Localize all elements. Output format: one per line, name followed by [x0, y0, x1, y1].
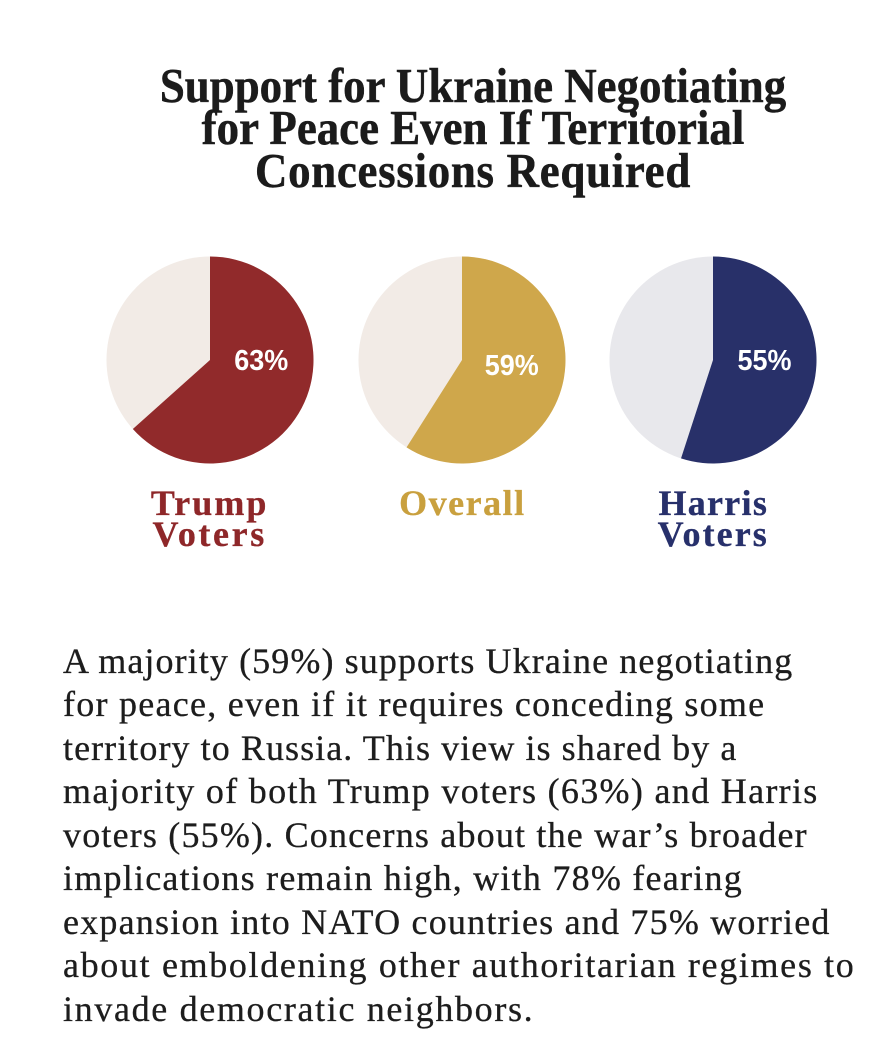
svg-text:55%: 55%: [738, 344, 792, 376]
svg-text:63%: 63%: [234, 344, 288, 376]
svg-text:59%: 59%: [485, 349, 539, 381]
